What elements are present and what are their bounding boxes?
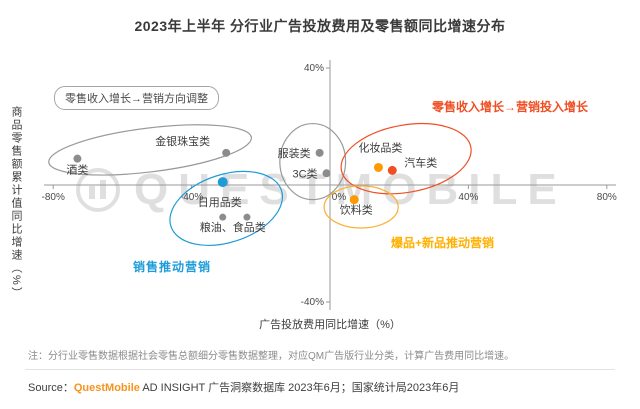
source-rest: AD INSIGHT 广告洞察数据库 2023年6月；国家统计局2023年6月 (139, 382, 460, 394)
y-tick-label: 40% (304, 63, 324, 74)
point-label: 服装类 (278, 146, 311, 160)
footnote: 注：分行业零售数据根据社会零售总额细分零售数据整理，对应QM广告版行业分类，计算… (28, 351, 515, 362)
source-prefix: Source： (28, 382, 74, 394)
beverage-group-ellipse (323, 185, 399, 229)
data-point (243, 213, 251, 221)
cosmetics-auto-group-ellipse (340, 123, 472, 195)
x-tick-label: 80% (597, 192, 617, 203)
data-point (315, 148, 324, 157)
point-label: 3C类 (292, 166, 317, 180)
point-label: 日用品类 (198, 195, 242, 209)
data-point (349, 195, 359, 205)
y-tick-label: -40% (301, 297, 324, 308)
data-point (387, 165, 397, 175)
data-point (222, 148, 231, 157)
x-tick-label: -40% (180, 192, 203, 203)
point-label: 酒类 (66, 163, 88, 177)
data-point (73, 154, 82, 163)
annotation-direction-adjust: 零售收入增长→营销方向调整 (54, 86, 219, 110)
annotation-new-product-drive: 爆品+新品推动营销 (391, 236, 495, 250)
apparel-3c-group-ellipse (279, 122, 347, 201)
data-point (373, 162, 383, 172)
daily-food-group-ellipse (169, 170, 284, 246)
point-label: 金银珠宝类 (155, 134, 210, 148)
data-point (219, 213, 227, 221)
source-brand: QuestMobile (73, 382, 140, 394)
x-axis-label: 广告投放费用同比增速（%） (259, 319, 401, 331)
chart-title: 2023年上半年 分行业广告投放费用及零售额同比增速分布 (134, 18, 506, 34)
data-point (217, 177, 228, 188)
x-tick-label: 40% (458, 192, 478, 203)
annotation-sales-drive: 销售推动营销 (133, 260, 212, 274)
y-axis-label: 商品零售额累计值同比增速（%） (10, 106, 22, 300)
point-label: 汽车类 (404, 155, 437, 169)
point-label: 化妆品类 (358, 140, 402, 154)
x-tick-label: 0% (332, 192, 347, 203)
wine-jewelry-group-ellipse (48, 124, 253, 176)
point-label: 饮料类 (340, 203, 373, 217)
source-line: Source：QuestMobile AD INSIGHT 广告洞察数据库 20… (28, 379, 459, 395)
point-label: 粮油、食品类 (200, 220, 266, 234)
footer-divider (25, 369, 615, 370)
annotation-marketing-growth: 零售收入增长→营销投入增长 (432, 100, 589, 114)
x-tick-label: -80% (42, 192, 65, 203)
data-point (322, 169, 331, 178)
